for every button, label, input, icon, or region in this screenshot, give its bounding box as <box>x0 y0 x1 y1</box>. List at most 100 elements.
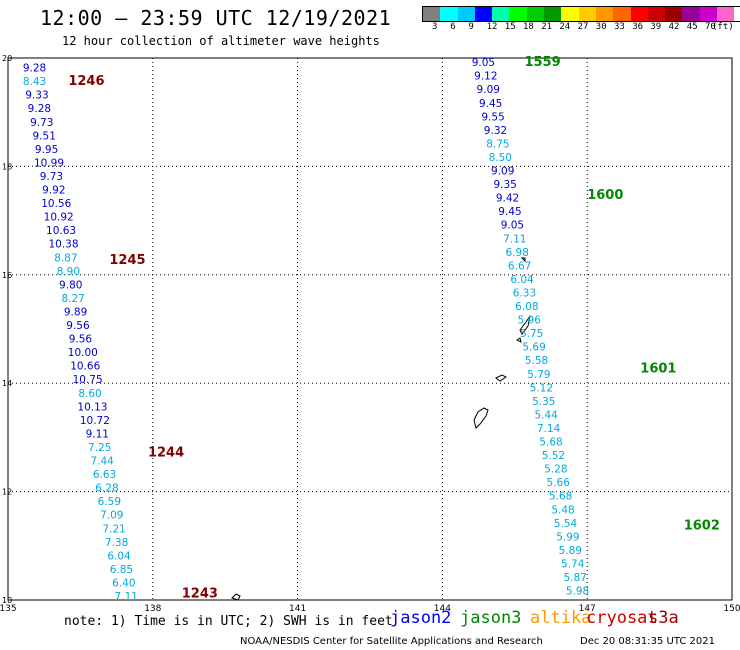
wave-height-label: 6.08 <box>515 301 538 313</box>
wave-height-label: 5.87 <box>563 572 586 584</box>
colorbar-tick-label: 45 <box>686 22 698 32</box>
wave-height-label: 9.95 <box>35 144 58 156</box>
wave-height-label: 6.98 <box>506 247 529 259</box>
colorbar-unit-label: (ft) <box>712 22 734 32</box>
wave-height-label: 10.38 <box>48 239 78 251</box>
pass-time-label: 1559 <box>524 55 560 70</box>
wave-height-label: 9.35 <box>493 179 516 191</box>
wave-height-label: 5.44 <box>534 409 558 421</box>
colorbar-swatch <box>423 7 441 21</box>
wave-height-label: 5.58 <box>525 355 548 367</box>
wave-height-label: 7.44 <box>90 456 114 468</box>
wave-height-label: 9.45 <box>479 98 502 110</box>
pass-time-label: 1245 <box>109 253 145 268</box>
wave-height-label: 9.05 <box>472 57 495 69</box>
page-title: 12:00 – 23:59 UTC 12/19/2021 <box>40 6 392 30</box>
wave-height-label: 5.35 <box>532 396 555 408</box>
wave-height-label: 5.28 <box>544 464 567 476</box>
wave-height-label: 9.73 <box>30 117 53 129</box>
colorbar-tick-label: 3 <box>432 22 438 32</box>
wave-height-label: 6.33 <box>513 287 536 299</box>
wave-height-label: 5.66 <box>547 477 571 489</box>
latitude-tick-label: 12 <box>2 488 12 497</box>
colorbar-tick-label: 42 <box>668 22 680 32</box>
wave-height-label: 8.50 <box>489 152 512 164</box>
pass-time-label: 1246 <box>68 74 104 89</box>
wave-height-label: 9.51 <box>33 130 56 142</box>
colorbar-swatch <box>544 7 562 21</box>
wave-height-label: 9.09 <box>491 166 514 178</box>
wave-height-label: 8.90 <box>57 266 80 278</box>
wave-height-label: 6.85 <box>110 564 133 576</box>
colorbar-swatch <box>630 7 648 21</box>
wave-height-label: 8.87 <box>54 252 77 264</box>
colorbar-swatch <box>717 7 735 21</box>
wave-height-label: 9.12 <box>474 71 497 83</box>
wave-height-label: 9.28 <box>28 103 51 115</box>
colorbar-swatch <box>474 7 493 21</box>
wave-height-label: 9.45 <box>498 206 521 218</box>
island-outline <box>231 593 241 601</box>
island-outline <box>495 374 507 382</box>
wave-height-label: 5.89 <box>559 545 582 557</box>
longitude-tick-label: 138 <box>144 604 161 614</box>
wave-height-label: 5.99 <box>556 531 579 543</box>
latitude-tick-label: 20 <box>2 54 12 63</box>
wave-height-label: 9.80 <box>59 279 82 291</box>
wave-height-label: 5.12 <box>530 382 553 394</box>
wave-height-label: 7.14 <box>537 423 561 435</box>
colorbar-tick-label: 27 <box>577 22 589 32</box>
longitude-tick-label: 147 <box>579 604 596 614</box>
wave-height-label: 5.48 <box>551 504 574 516</box>
wave-height-label: 5.52 <box>542 450 565 462</box>
colorbar-swatch <box>699 7 718 21</box>
island-outline <box>473 407 489 429</box>
colorbar-swatch <box>647 7 666 21</box>
wave-height-label: 9.89 <box>64 306 87 318</box>
latitude-tick-label: 10 <box>2 596 12 605</box>
colorbar-tick-label: 21 <box>541 22 553 32</box>
wave-height-label: 5.74 <box>561 558 585 570</box>
wave-height-label: 10.56 <box>41 198 71 210</box>
wave-height-label: 6.63 <box>93 469 116 481</box>
map-frame <box>7 57 733 601</box>
colorbar-swatch <box>595 7 614 21</box>
island-outline <box>519 315 531 335</box>
longitude-tick-label: 141 <box>289 604 306 614</box>
wave-height-label: 7.11 <box>503 233 526 245</box>
page-subtitle: 12 hour collection of altimeter wave hei… <box>62 34 380 48</box>
wave-height-label: 5.96 <box>518 315 542 327</box>
wave-height-label: 9.92 <box>42 185 65 197</box>
pass-time-label: 1602 <box>684 519 720 534</box>
colorbar-tick-label: 15 <box>504 22 516 32</box>
satellite-legend-cryosat: cryosat <box>586 608 658 628</box>
wave-height-label: 7.38 <box>105 537 128 549</box>
colorbar-swatch <box>613 7 631 21</box>
wave-height-label: 9.73 <box>40 171 63 183</box>
colorbar-swatch <box>734 7 740 21</box>
colorbar-tick-label: 70 <box>705 22 716 32</box>
colorbar-swatch <box>440 7 458 21</box>
wave-height-label: 8.27 <box>61 293 84 305</box>
wave-height-label: 6.67 <box>508 260 531 272</box>
wave-height-label: 6.04 <box>510 274 534 286</box>
latitude-tick-label: 14 <box>2 379 12 388</box>
wave-height-label: 5.54 <box>554 518 578 530</box>
colorbar-swatch <box>578 7 596 21</box>
satellite-legend-s3a: s3a <box>648 608 679 628</box>
wave-height-label: 10.00 <box>68 347 98 359</box>
wave-height-label: 6.59 <box>98 496 121 508</box>
colorbar-tick-label: 39 <box>650 22 662 32</box>
colorbar-swatch <box>509 7 527 21</box>
latitude-tick-label: 18 <box>2 162 12 171</box>
wave-height-label: 5.69 <box>522 342 545 354</box>
wave-height-label: 9.11 <box>86 428 109 440</box>
wave-height-label: 10.92 <box>44 212 74 224</box>
wave-height-label: 9.55 <box>481 111 504 123</box>
wave-height-label: 9.56 <box>69 334 93 346</box>
satellite-legend-jason2: jason2 <box>390 608 452 628</box>
wave-height-label: 9.05 <box>501 220 524 232</box>
satellite-legend-altika: altika <box>530 608 592 628</box>
longitude-tick-label: 135 <box>0 604 17 614</box>
